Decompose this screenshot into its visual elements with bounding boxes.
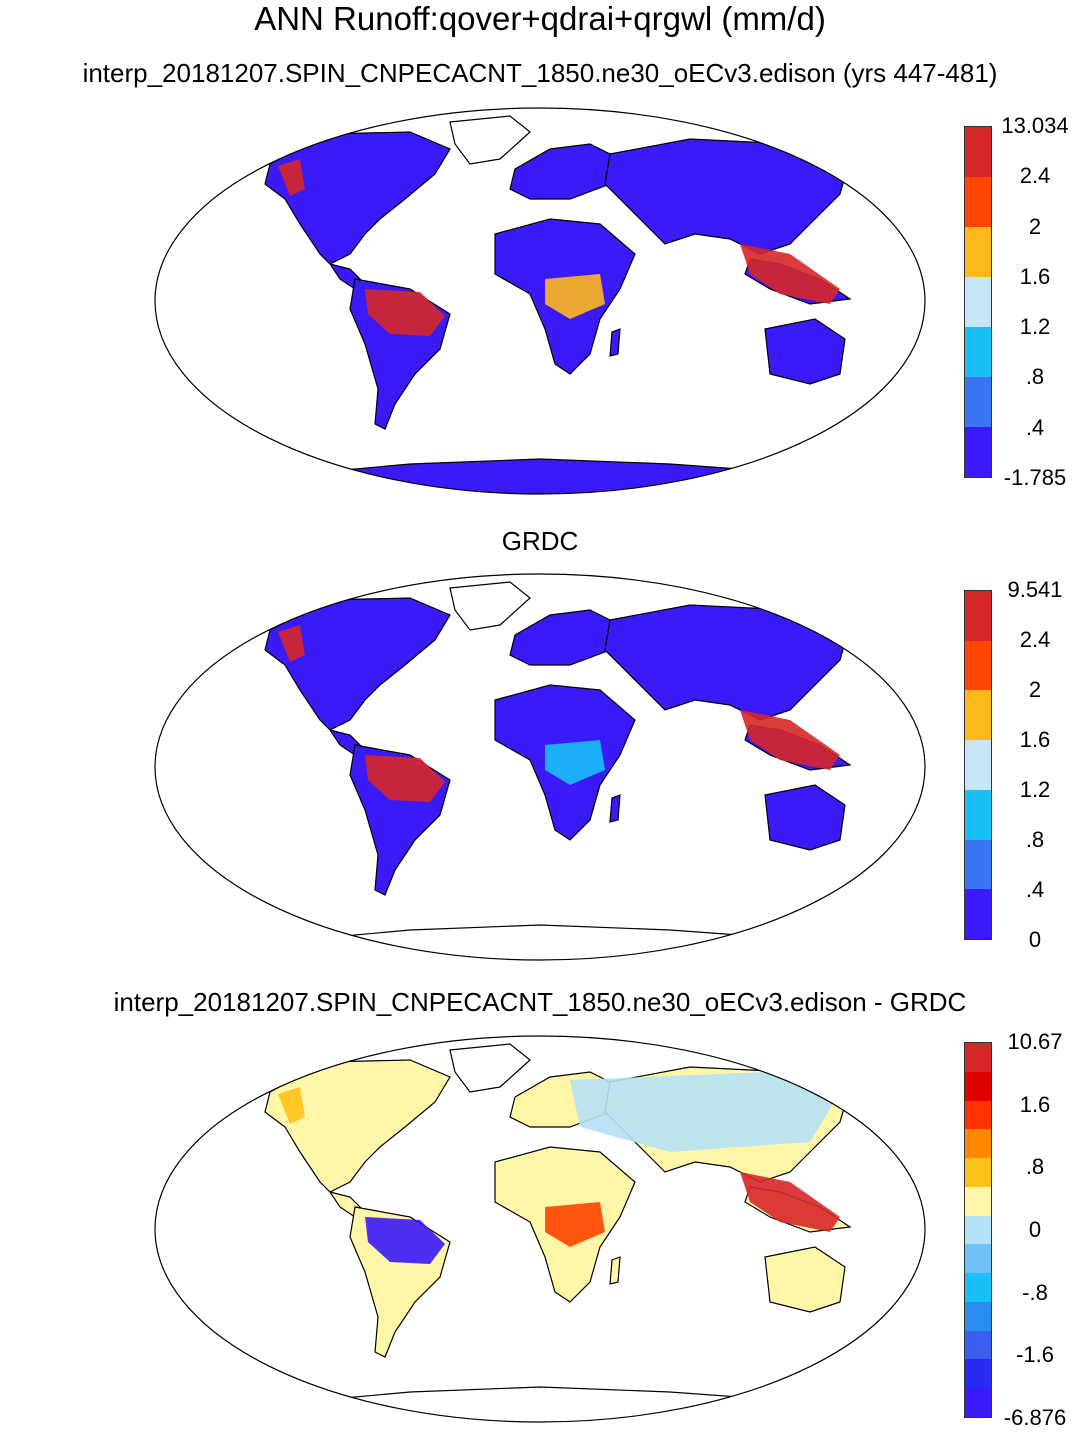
colorbar-tick-label: 2 bbox=[1028, 677, 1042, 702]
colorbar-tick-label: 1.2 bbox=[1019, 777, 1051, 802]
landmass-north-america bbox=[264, 597, 451, 731]
colorbar-tick-label: .8 bbox=[1025, 827, 1045, 852]
landmass-north-america bbox=[264, 1059, 451, 1193]
colorbar-segment bbox=[965, 1273, 991, 1302]
colorbar-segment bbox=[965, 640, 991, 691]
colorbar-segment bbox=[965, 1158, 991, 1187]
colorbar-segment bbox=[965, 177, 991, 227]
colorbar-segment bbox=[965, 740, 991, 790]
colorbar-tick-label: 9.541 bbox=[1007, 577, 1063, 602]
colorbar-segment bbox=[965, 1215, 991, 1245]
landmass-antarctica bbox=[297, 1386, 783, 1422]
panel-3-subtitle: interp_20181207.SPIN_CNPECACNT_1850.ne30… bbox=[113, 987, 967, 1017]
landmass-europe bbox=[509, 143, 621, 200]
colorbar-tick-label: 10.67 bbox=[1007, 1029, 1063, 1054]
colorbar-segment bbox=[965, 690, 991, 741]
map-panel-diff bbox=[154, 1035, 926, 1423]
hotspot-central-africa bbox=[545, 274, 605, 319]
colorbar-segment bbox=[965, 889, 991, 939]
landmass-madagascar bbox=[609, 794, 621, 823]
landmass-madagascar bbox=[609, 1256, 621, 1285]
colorbar-segment bbox=[965, 1071, 991, 1101]
colorbar-tick-label: 1.6 bbox=[1019, 727, 1051, 752]
colorbar-diff bbox=[964, 1042, 992, 1418]
colorbar-tick-label: .8 bbox=[1025, 364, 1045, 390]
colorbar-segment bbox=[965, 1043, 991, 1072]
colorbar-segment bbox=[965, 377, 991, 427]
colorbar-tick-label: -.8 bbox=[1022, 1279, 1048, 1305]
colorbar-tick-label: 1.2 bbox=[1019, 314, 1051, 340]
colorbar-segment bbox=[965, 1129, 991, 1159]
landmass-asia bbox=[604, 138, 851, 255]
map-boundary bbox=[154, 107, 926, 495]
colorbar-tick-label: 1.6 bbox=[1019, 263, 1051, 289]
hotspot-amazon bbox=[365, 289, 445, 336]
colorbar-segment bbox=[965, 1330, 991, 1360]
landmass-europe bbox=[509, 609, 621, 666]
landmass-australia bbox=[764, 1246, 846, 1313]
landmass-asia bbox=[604, 604, 851, 721]
colorbar-segment bbox=[965, 427, 991, 477]
colorbar-tick-label: .4 bbox=[1025, 414, 1045, 440]
landmass-madagascar bbox=[609, 328, 621, 357]
hotspot-amazon bbox=[365, 755, 445, 802]
map-panel-model bbox=[154, 107, 926, 495]
colorbar-segment bbox=[965, 1301, 991, 1331]
colorbar-segment bbox=[965, 1100, 991, 1130]
figure-title: ANN Runoff:qover+qdrai+qrgwl (mm/d) bbox=[254, 0, 826, 37]
colorbar-segment bbox=[965, 1359, 991, 1389]
landmass-north-america bbox=[264, 131, 451, 265]
colorbar-segment bbox=[965, 277, 991, 327]
colorbar-tick-label: 1.6 bbox=[1019, 1091, 1051, 1117]
colorbar-obs bbox=[964, 590, 992, 940]
panel-2-subtitle: GRDC bbox=[501, 526, 579, 556]
colorbar-segment bbox=[965, 789, 991, 840]
colorbar-model bbox=[964, 126, 992, 478]
map-boundary bbox=[154, 1035, 926, 1423]
colorbar-tick-label: 13.034 bbox=[1001, 113, 1069, 138]
colorbar-segment bbox=[965, 1388, 991, 1417]
hotspot-central-africa bbox=[545, 740, 605, 785]
landmass-australia bbox=[764, 318, 846, 385]
colorbar-tick-label: 2 bbox=[1028, 213, 1042, 239]
colorbar-tick-label: 2.4 bbox=[1019, 163, 1051, 189]
colorbar-tick-label: -1.785 bbox=[1003, 465, 1067, 490]
colorbar-segment bbox=[965, 227, 991, 277]
hotspot-se-asia bbox=[740, 1172, 840, 1232]
hotspot-nw-america bbox=[278, 625, 305, 662]
landmass-australia bbox=[764, 784, 846, 851]
colorbar-segment bbox=[965, 839, 991, 890]
landmass-antarctica bbox=[297, 458, 783, 494]
hotspot-eurasia bbox=[570, 1072, 840, 1152]
colorbar-segment bbox=[965, 1244, 991, 1274]
hotspot-se-asia bbox=[740, 244, 840, 304]
hotspot-se-asia bbox=[740, 710, 840, 770]
hotspot-nw-america bbox=[278, 159, 305, 196]
colorbar-segment bbox=[965, 327, 991, 377]
map-panel-obs bbox=[154, 573, 926, 961]
colorbar-tick-label: 0 bbox=[1028, 1217, 1042, 1242]
hotspot-central-africa bbox=[545, 1202, 605, 1247]
colorbar-tick-label: .4 bbox=[1025, 877, 1045, 902]
map-boundary bbox=[154, 573, 926, 961]
colorbar-segment bbox=[965, 127, 991, 177]
hotspot-nw-america bbox=[278, 1087, 305, 1124]
landmass-greenland bbox=[449, 581, 531, 631]
landmass-antarctica bbox=[297, 924, 783, 960]
panel-1-subtitle: interp_20181207.SPIN_CNPECACNT_1850.ne30… bbox=[82, 58, 998, 88]
colorbar-tick-label: -6.876 bbox=[1003, 1405, 1067, 1430]
colorbar-tick-label: -1.6 bbox=[1016, 1342, 1054, 1368]
colorbar-segment bbox=[965, 591, 991, 641]
colorbar-tick-label: 2.4 bbox=[1019, 627, 1051, 652]
landmass-greenland bbox=[449, 115, 531, 165]
landmass-greenland bbox=[449, 1043, 531, 1093]
colorbar-tick-label: .8 bbox=[1025, 1154, 1045, 1180]
hotspot-amazon bbox=[365, 1217, 445, 1264]
colorbar-segment bbox=[965, 1186, 991, 1216]
colorbar-tick-label: 0 bbox=[1028, 927, 1042, 952]
